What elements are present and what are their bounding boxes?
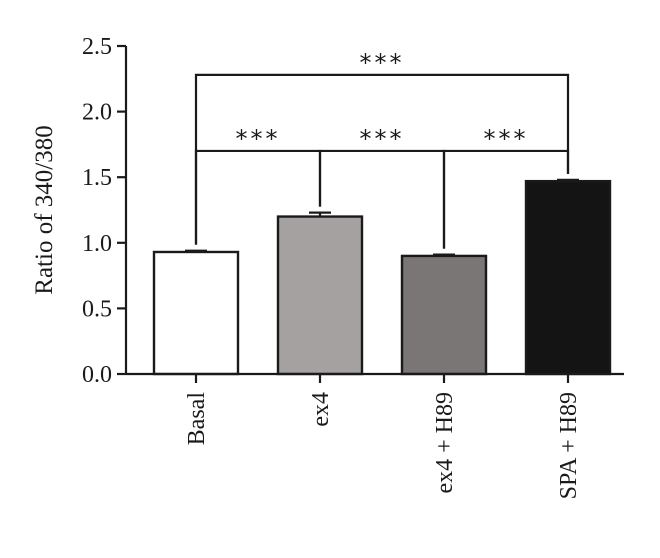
y-tick-label: 0.5	[82, 296, 112, 322]
y-tick-label: 1.5	[82, 165, 112, 191]
significance-brackets: *** *** *** ***	[194, 49, 570, 249]
x-axis: Basal ex4 ex4 + H89 SPA + H89	[126, 372, 624, 499]
bar-ex4	[276, 215, 364, 376]
bar-ex4-h89	[400, 254, 488, 376]
significance-bracket	[442, 149, 570, 249]
bars	[152, 179, 612, 376]
significance-label: ***	[360, 125, 405, 153]
y-axis-label: Ratio of 340/380	[31, 125, 58, 294]
error-bar	[557, 178, 579, 182]
error-bars	[185, 178, 579, 256]
x-category-label: SPA + H89	[556, 392, 582, 499]
error-bar	[309, 211, 331, 217]
bar-basal	[152, 250, 240, 376]
y-axis: 0.0 0.5 1.0 1.5 2.0 2.5	[82, 34, 128, 388]
x-category-label: ex4	[308, 392, 334, 427]
significance-label: ***	[484, 125, 529, 153]
significance-label: ***	[236, 125, 281, 153]
error-bar	[185, 249, 207, 252]
x-category-label: ex4 + H89	[432, 392, 458, 494]
y-tick-label: 2.0	[82, 100, 112, 126]
significance-bracket	[194, 73, 570, 245]
significance-label: ***	[360, 49, 405, 77]
x-category-label: Basal	[184, 392, 210, 446]
error-bar	[433, 253, 455, 256]
y-tick-label: 1.0	[82, 231, 112, 257]
y-tick-label: 2.5	[82, 34, 112, 60]
y-tick-label: 0.0	[82, 362, 112, 388]
bar-spa-h89	[524, 179, 612, 376]
